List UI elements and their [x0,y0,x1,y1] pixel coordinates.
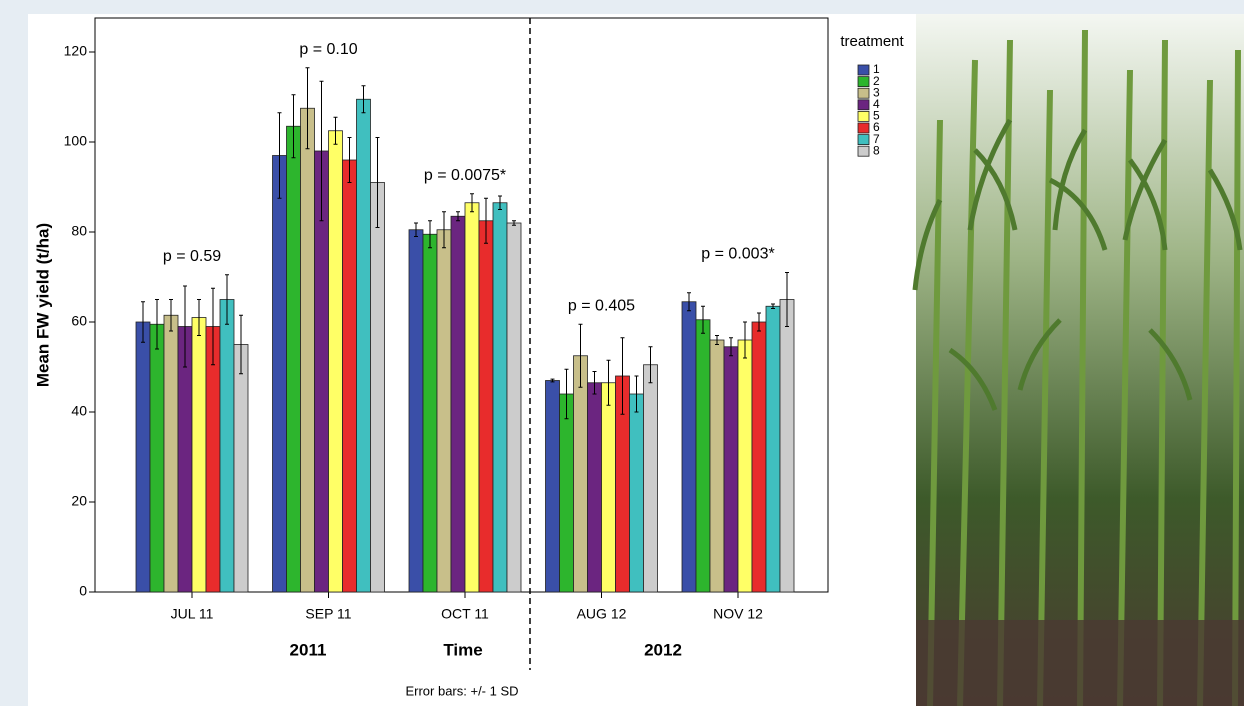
bar [710,340,724,592]
note: Error bars: +/- 1 SD [405,683,518,698]
x-tick-label: SEP 11 [305,606,351,622]
legend-swatch [858,65,869,75]
bar [371,183,385,593]
p-value-annotation: p = 0.003* [701,246,774,263]
bar [766,306,780,592]
bar [220,300,234,593]
bar [164,315,178,592]
bar [696,320,710,592]
bar [682,302,696,592]
bar [409,230,423,592]
x-tick-label: JUL 11 [171,606,214,622]
p-value-annotation: p = 0.10 [299,41,357,58]
p-value-annotation: p = 0.0075* [424,167,506,184]
y-tick-label: 20 [71,493,87,509]
bar [206,327,220,593]
bar [192,318,206,593]
bar [136,322,150,592]
bar [546,381,560,593]
bar [752,322,766,592]
p-value-annotation: p = 0.405 [568,297,635,314]
bar [493,203,507,592]
bar [479,221,493,592]
legend-swatch [858,123,869,133]
bar [150,324,164,592]
bar [465,203,479,592]
y-tick-label: 120 [64,43,88,59]
period-label: 2011 [290,640,327,659]
bar [357,99,371,592]
bar [588,383,602,592]
bar [602,383,616,592]
legend-swatch [858,77,869,87]
bar [437,230,451,592]
legend-label: 8 [873,143,880,157]
legend-title: treatment [840,33,904,50]
legend-swatch [858,146,869,156]
bar [343,160,357,592]
x-tick-label: NOV 12 [713,606,763,622]
period-label: 2012 [644,640,682,659]
bar [301,108,315,592]
bar [560,394,574,592]
photo [915,14,1244,706]
y-axis-label: Mean FW yield (t/ha) [33,223,52,387]
legend-swatch [858,111,869,121]
bar [423,234,437,592]
bar [630,394,644,592]
legend-swatch [858,88,869,98]
x-tick-label: AUG 12 [577,606,627,622]
bar [644,365,658,592]
page: {"chart_data": {"type": "bar", "y_label"… [0,0,1244,706]
bar [738,340,752,592]
legend-swatch [858,100,869,110]
y-tick-label: 100 [64,133,88,149]
screenshot: Mean FW yield (t/ha) 2011 2012 Time Erro… [0,0,1244,706]
x-tick-label: OCT 11 [441,606,489,622]
legend-swatch [858,135,869,145]
y-tick-label: 0 [79,583,87,599]
y-tick-label: 80 [71,223,87,239]
bar [273,156,287,593]
y-tick-label: 60 [71,313,87,329]
bar [574,356,588,592]
bar [287,126,301,592]
bar [507,223,521,592]
bar [234,345,248,593]
x-axis-label: Time [443,640,482,659]
bar [451,216,465,592]
bar [780,300,794,593]
p-value-annotation: p = 0.59 [163,248,221,265]
y-tick-label: 40 [71,403,87,419]
bar [329,131,343,592]
bar [724,347,738,592]
